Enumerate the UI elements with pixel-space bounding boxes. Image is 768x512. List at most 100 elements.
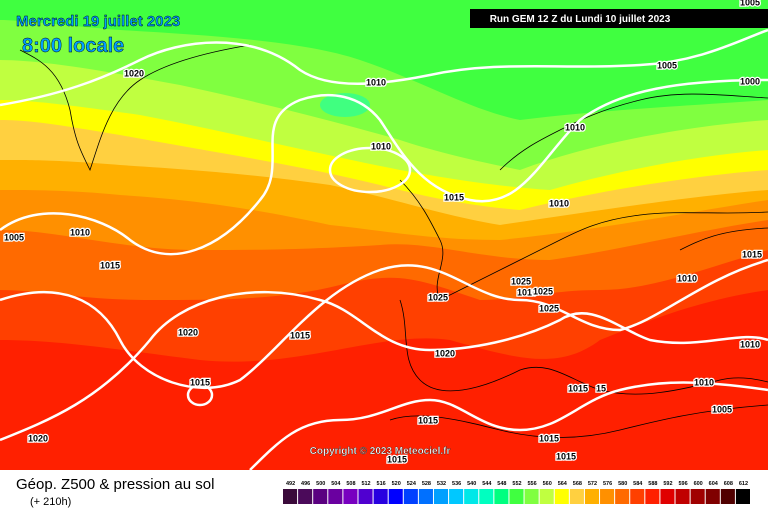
isobar-label: 1010 xyxy=(517,287,537,297)
isobar-label: 1015 xyxy=(290,330,310,340)
isobar-label: 1005 xyxy=(740,0,760,7)
scale-tick-label: 588 xyxy=(648,481,657,487)
scale-swatch xyxy=(600,489,615,504)
scale-tick-label: 580 xyxy=(618,481,627,487)
scale-tick-label: 512 xyxy=(361,481,370,487)
scale-swatch xyxy=(524,489,539,504)
scale-tick-label: 500 xyxy=(316,481,325,487)
scale-swatch xyxy=(660,489,675,504)
copyright: Copyright © 2023 Meteociel.fr xyxy=(310,446,451,457)
isobar-label: 1025 xyxy=(539,303,559,313)
isobar-label: 1020 xyxy=(178,327,198,337)
scale-tick-label: 504 xyxy=(331,481,341,487)
scale-tick-label: 612 xyxy=(739,481,748,487)
scale-tick-label: 552 xyxy=(512,481,521,487)
isobar-label: 1010 xyxy=(694,377,714,387)
isobars xyxy=(0,28,768,471)
scale-tick-label: 520 xyxy=(392,481,401,487)
scale-tick-label: 548 xyxy=(497,481,506,487)
scale-tick-label: 560 xyxy=(543,481,552,487)
isobar-label: 1020 xyxy=(124,68,144,78)
scale-swatch xyxy=(418,489,433,504)
isobar-label: 1010 xyxy=(677,273,697,283)
scale-swatch xyxy=(449,489,464,504)
scale-swatch xyxy=(388,489,403,504)
scale-tick-label: 584 xyxy=(633,481,643,487)
isobar-label: 1000 xyxy=(740,76,760,86)
scale-swatch xyxy=(554,489,569,504)
isobar-label: 1015 xyxy=(418,415,438,425)
isobar-label: 1010 xyxy=(549,198,569,208)
isobar-label: 1015 xyxy=(100,260,120,270)
isobar-label: 1015 xyxy=(190,377,210,387)
scale-swatch xyxy=(675,489,690,504)
scale-tick-label: 592 xyxy=(663,481,672,487)
scale-swatch xyxy=(690,489,705,504)
scale-swatch xyxy=(539,489,554,504)
scale-tick-label: 524 xyxy=(407,481,417,487)
coastlines xyxy=(19,44,768,438)
isobar-label: 1010 xyxy=(740,339,760,349)
scale-swatch xyxy=(509,489,524,504)
isobar-labels: 1005 1020 1010 1005 1000 1010 1010 1015 1010 1005… xyxy=(3,0,764,466)
scale-tick-label: 532 xyxy=(437,481,446,487)
isobar-label: 1010 xyxy=(565,122,585,132)
run-bar xyxy=(470,9,768,28)
footer-title: Géop. Z500 & pression au sol xyxy=(16,476,214,493)
isobar-label: 1005 xyxy=(657,60,677,70)
isobar-label: 1015 xyxy=(568,383,588,393)
scale-swatch xyxy=(705,489,720,504)
isobar-label: 1015 xyxy=(539,433,559,443)
scale-tick-label: 568 xyxy=(573,481,582,487)
scale-tick-label: 604 xyxy=(709,481,719,487)
scale-tick-label: 528 xyxy=(422,481,431,487)
scale-swatch xyxy=(313,489,328,504)
scale-swatch xyxy=(403,489,418,504)
run-info: Run GEM 12 Z du Lundi 10 juillet 2023 xyxy=(490,14,671,25)
isobar-label: 1015 xyxy=(387,454,407,464)
scale-tick-label: 564 xyxy=(558,481,568,487)
scale-tick-label: 540 xyxy=(467,481,476,487)
scale-swatch xyxy=(283,489,298,504)
scale-tick-label: 492 xyxy=(286,481,295,487)
isobar-label: 1010 xyxy=(366,77,386,87)
scale-swatch xyxy=(630,489,645,504)
scale-swatch xyxy=(720,489,735,504)
scale-swatch xyxy=(494,489,509,504)
scale-swatch xyxy=(433,489,449,504)
valid-date: Mercredi 19 juillet 2023 xyxy=(16,13,180,30)
scale-swatch xyxy=(584,489,600,504)
isobar-label: 1015 xyxy=(556,451,576,461)
isobar-label: 1010 xyxy=(70,227,90,237)
scale-tick-label: 496 xyxy=(301,481,310,487)
isobar-label: 1025 xyxy=(511,276,531,286)
scale-swatch xyxy=(464,489,479,504)
scale-tick-label: 596 xyxy=(678,481,687,487)
isobar-label: 1005 xyxy=(4,232,24,242)
scale-tick-label: 508 xyxy=(346,481,355,487)
isobar-label: 15 xyxy=(596,383,606,393)
scale-swatch xyxy=(615,489,630,504)
scale-swatch xyxy=(569,489,584,504)
scale-tick-label: 536 xyxy=(452,481,461,487)
isobar-label: 1025 xyxy=(533,286,553,296)
color-scale: 492 496 500 504 508 512 516 520 524 528 532 536 540 5… xyxy=(283,481,750,504)
scale-tick-label: 600 xyxy=(694,481,703,487)
isobar-label: 1025 xyxy=(428,292,448,302)
scale-swatch xyxy=(358,489,373,504)
scale-swatch xyxy=(735,489,750,504)
scale-tick-label: 608 xyxy=(724,481,733,487)
footer-lead: (+ 210h) xyxy=(30,496,71,508)
scale-tick-label: 556 xyxy=(528,481,537,487)
isobar-label: 1010 xyxy=(371,141,391,151)
isobar-label: 1005 xyxy=(712,404,732,414)
isobar-label: 1015 xyxy=(444,192,464,202)
scale-swatch xyxy=(298,489,313,504)
isobar-label: 1020 xyxy=(435,348,455,358)
scale-swatch xyxy=(373,489,388,504)
scale-swatch xyxy=(343,489,358,504)
scale-swatch xyxy=(479,489,494,504)
scale-swatch xyxy=(645,489,660,504)
geopotential-field xyxy=(0,0,768,470)
